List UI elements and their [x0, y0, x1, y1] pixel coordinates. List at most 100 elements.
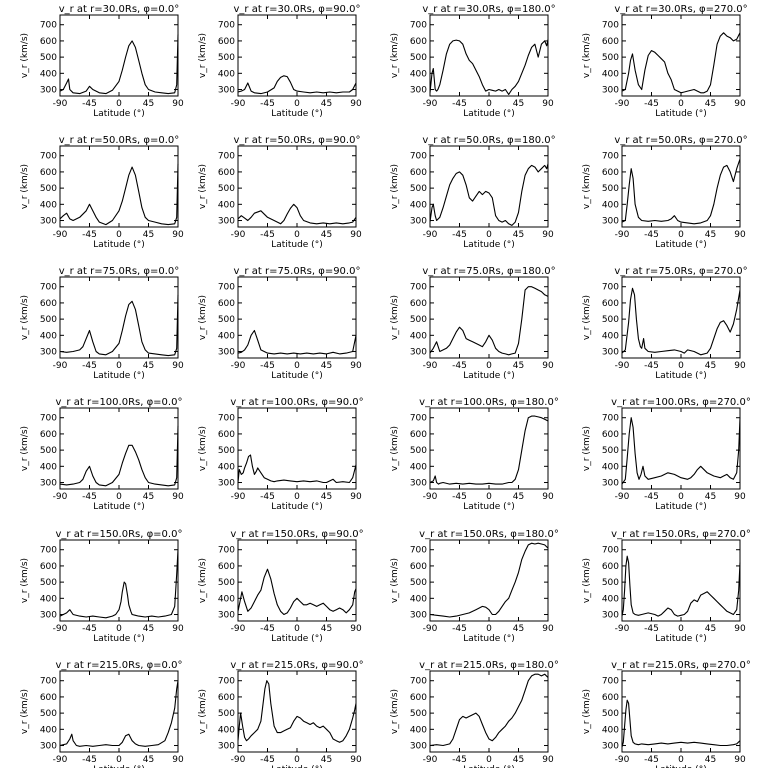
- y-tick-label: 500: [218, 709, 235, 719]
- series-line: [59, 294, 179, 357]
- plot-frame: [59, 407, 179, 490]
- x-tick-label: -45: [260, 624, 275, 634]
- panel-6: v_r at r=50.0Rs, φ=90.0° 300 400 500 600 700 -…: [198, 135, 362, 250]
- x-tick-label: 90: [172, 230, 184, 240]
- panel-title: v_r at r=100.0Rs, φ=90.0°: [230, 397, 363, 408]
- y-tick-label: 700: [40, 283, 57, 293]
- y-tick-label: 500: [40, 315, 57, 325]
- x-tick-label: -45: [452, 624, 467, 634]
- x-axis-label: Latitude (°): [463, 371, 514, 381]
- y-tick-label: 500: [410, 53, 427, 63]
- y-tick-label: 600: [602, 37, 619, 47]
- series-line: [621, 32, 741, 94]
- y-tick-label: 300: [40, 479, 57, 489]
- panel-23: v_r at r=215.0Rs, φ=180.0° 300 400 500 600 70…: [390, 660, 559, 768]
- y-tick-label: 500: [218, 315, 235, 325]
- x-tick-label: 0: [486, 230, 492, 240]
- series-line: [237, 75, 357, 95]
- x-axis-label: Latitude (°): [271, 502, 322, 512]
- x-tick-label: 0: [678, 99, 684, 109]
- y-tick-label: 700: [218, 283, 235, 293]
- panel-5: v_r at r=50.0Rs, φ=0.0° 300 400 500 600 700 -9…: [20, 135, 184, 250]
- y-axis-label: v_r (km/s): [198, 689, 208, 734]
- y-axis-label: v_r (km/s): [582, 33, 592, 78]
- panel-2: v_r at r=30.0Rs, φ=90.0° 300 400 500 600 700 -…: [198, 4, 362, 119]
- x-axis-label: Latitude (°): [93, 109, 144, 119]
- x-tick-label: -45: [452, 361, 467, 371]
- y-tick-label: 600: [218, 168, 235, 178]
- y-tick-label: 300: [218, 348, 235, 358]
- panel-title: v_r at r=30.0Rs, φ=180.0°: [422, 4, 555, 15]
- panel-4: v_r at r=30.0Rs, φ=270.0° 300 400 500 600 700…: [582, 4, 748, 119]
- x-tick-label: 90: [172, 755, 184, 765]
- x-tick-label: 45: [143, 361, 154, 371]
- y-tick-label: 400: [410, 594, 427, 604]
- x-tick-label: 90: [350, 99, 362, 109]
- x-tick-label: -45: [82, 230, 97, 240]
- panel-20: v_r at r=150.0Rs, φ=270.0° 300 400 500 600 70…: [582, 529, 751, 644]
- y-tick-label: 600: [410, 37, 427, 47]
- y-tick-label: 600: [410, 562, 427, 572]
- x-axis-label: Latitude (°): [655, 109, 706, 119]
- y-tick-label: 500: [40, 446, 57, 456]
- y-tick-label: 400: [602, 331, 619, 341]
- panel-21: v_r at r=215.0Rs, φ=0.0° 300 400 500 600 700 -…: [20, 660, 184, 768]
- x-tick-label: 0: [486, 755, 492, 765]
- y-axis-label: v_r (km/s): [390, 689, 400, 734]
- series-line: [237, 568, 357, 616]
- panel-title: v_r at r=50.0Rs, φ=270.0°: [614, 135, 747, 146]
- x-tick-label: 0: [116, 492, 122, 502]
- y-tick-label: 600: [40, 299, 57, 309]
- series-line: [621, 287, 741, 356]
- x-tick-label: 45: [321, 755, 332, 765]
- plot-frame: [59, 670, 179, 753]
- y-tick-label: 400: [410, 331, 427, 341]
- x-axis-label: Latitude (°): [271, 371, 322, 381]
- x-tick-label: -45: [82, 492, 97, 502]
- y-tick-label: 600: [602, 299, 619, 309]
- x-tick-label: -45: [82, 755, 97, 765]
- y-tick-label: 400: [602, 69, 619, 79]
- panel-8: v_r at r=50.0Rs, φ=270.0° 300 400 500 600 700…: [582, 135, 748, 250]
- x-tick-label: 0: [116, 230, 122, 240]
- y-tick-label: 600: [40, 562, 57, 572]
- x-tick-label: 45: [705, 755, 716, 765]
- y-tick-label: 300: [218, 217, 235, 227]
- series-line: [59, 549, 179, 619]
- y-tick-label: 500: [602, 446, 619, 456]
- y-tick-label: 600: [218, 562, 235, 572]
- plot-frame: [429, 145, 549, 228]
- x-tick-label: -45: [644, 99, 659, 109]
- y-tick-label: 400: [40, 331, 57, 341]
- y-tick-label: 400: [40, 462, 57, 472]
- x-tick-label: 90: [172, 624, 184, 634]
- x-tick-label: -45: [644, 624, 659, 634]
- y-tick-label: 300: [218, 479, 235, 489]
- x-tick-label: -45: [644, 361, 659, 371]
- plot-frame: [237, 276, 357, 359]
- x-tick-label: 0: [486, 492, 492, 502]
- x-tick-label: 45: [143, 99, 154, 109]
- series-line: [429, 39, 549, 95]
- y-tick-label: 300: [602, 86, 619, 96]
- y-tick-label: 300: [602, 217, 619, 227]
- plot-frame: [621, 539, 741, 622]
- series-line: [429, 542, 549, 618]
- plot-frame: [429, 407, 549, 490]
- x-tick-label: -90: [231, 99, 246, 109]
- x-tick-label: 45: [513, 755, 524, 765]
- y-tick-label: 700: [410, 152, 427, 162]
- y-tick-label: 600: [40, 693, 57, 703]
- y-tick-label: 300: [602, 348, 619, 358]
- x-tick-label: 45: [143, 492, 154, 502]
- y-axis-label: v_r (km/s): [20, 558, 30, 603]
- x-tick-label: -90: [423, 624, 438, 634]
- y-tick-label: 600: [218, 37, 235, 47]
- panel-title: v_r at r=100.0Rs, φ=180.0°: [419, 397, 559, 408]
- y-axis-label: v_r (km/s): [20, 426, 30, 471]
- plot-frame: [429, 670, 549, 753]
- y-tick-label: 700: [410, 283, 427, 293]
- x-tick-label: 0: [116, 624, 122, 634]
- panel-11: v_r at r=75.0Rs, φ=180.0° 300 400 500 600 700…: [390, 266, 556, 381]
